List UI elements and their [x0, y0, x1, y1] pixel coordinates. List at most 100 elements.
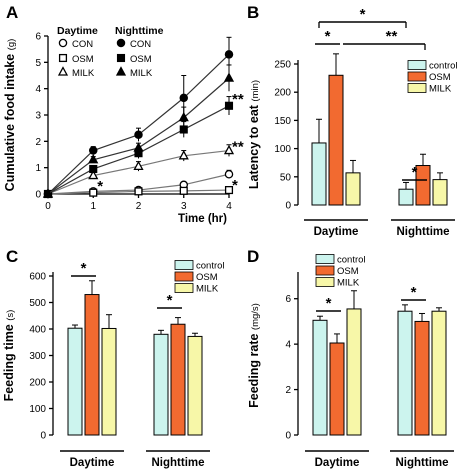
- panel-a-xlabel: Time (hr): [178, 213, 227, 225]
- panel-a-point: [224, 185, 234, 195]
- panel-a-point: [179, 93, 188, 103]
- panel-a-point: [178, 111, 189, 122]
- panel-a-legend-marker: [57, 66, 69, 76]
- panel-a-legend-label: OSM: [72, 54, 94, 65]
- panel-letter-c: C: [6, 247, 18, 266]
- panel-c-ytick-label: 300: [29, 351, 46, 362]
- panel-d-bar: [329, 342, 345, 436]
- panel-a-legend-header-nighttime: Nighttime: [115, 25, 164, 37]
- panel-b-ylabel-unit: (min): [250, 80, 261, 102]
- panel-b-ytick-label: 250: [274, 60, 291, 71]
- panel-a-point: [89, 164, 98, 174]
- panel-b-significance-1: *: [325, 28, 331, 45]
- panel-a-legend-label: CON: [72, 39, 93, 50]
- panel-b-ytick-label: 200: [274, 88, 291, 99]
- panel-d-ylabel-unit: (mg/s): [250, 303, 261, 330]
- panel-a-point: [134, 130, 143, 139]
- panel-b-significance-3: *: [412, 164, 418, 181]
- panel-c-legend-label: control: [196, 261, 225, 272]
- panel-d-group-label: Daytime: [315, 457, 360, 469]
- panel-d-bar: [312, 319, 328, 436]
- panel-b-legend-label: MILK: [429, 84, 452, 95]
- panel-a-legend-marker: [116, 53, 126, 63]
- panel-b-legend-swatch: [407, 71, 427, 82]
- panel-a-legend-marker: [116, 38, 126, 48]
- panel-b-legend-label: OSM: [429, 72, 451, 83]
- panel-a-point: [223, 72, 235, 82]
- panel-b-bar: [432, 179, 448, 206]
- panel-a-point: [179, 186, 188, 195]
- panel-c-ylabel-unit: (s): [5, 310, 16, 321]
- panel-a-point: [42, 188, 54, 198]
- panel-a-point: [88, 169, 99, 180]
- panel-c-significance-1: *: [167, 292, 173, 309]
- panel-b-ytick-label: 50: [280, 172, 292, 183]
- panel-c-bar: [153, 333, 169, 436]
- panel-c-bar: [67, 327, 83, 436]
- panel-a-point: [178, 150, 189, 160]
- panel-a-ylabel-unit: (g): [6, 39, 17, 51]
- panel-d-significance-1: *: [411, 284, 417, 301]
- panel-a-point: [133, 142, 144, 152]
- panel-c-bar: [84, 294, 100, 436]
- panel-a-ylabel-text: Cumulative food intake: [3, 50, 17, 191]
- panel-a-point: [89, 146, 98, 155]
- panel-a-point: [223, 144, 235, 155]
- panel-a-legend-label: MILK: [72, 68, 95, 79]
- panel-b-bar: [328, 74, 344, 206]
- panel-a-point: [89, 188, 98, 197]
- panel-b-ytick-label: 0: [285, 201, 291, 212]
- panel-a-ytick-label: 0: [35, 190, 41, 201]
- panel-d-legend-label: control: [337, 255, 366, 266]
- panel-a-xtick-label: 4: [226, 201, 232, 212]
- panel-a-legend-marker: [115, 66, 127, 76]
- panel-a-xtick-label: 2: [136, 201, 142, 212]
- panel-d-bar: [431, 310, 447, 436]
- panel-a-point: [224, 169, 234, 179]
- panel-a-ytick-label: 1: [35, 163, 41, 174]
- panel-a-legend-marker: [58, 38, 68, 48]
- panel-a-xtick-label: 0: [45, 201, 51, 212]
- panel-b-significance-0: *: [360, 6, 366, 23]
- panel-d-legend-swatch: [315, 265, 335, 276]
- panel-c-ytick-label: 600: [29, 272, 46, 283]
- panel-a-point: [133, 160, 144, 171]
- panel-b-ylabel-text: Latency to eat: [247, 102, 261, 190]
- panel-d-bar: [397, 310, 413, 436]
- panel-b-group-label: Nighttime: [396, 226, 449, 238]
- panel-c-legend-label: OSM: [196, 272, 218, 283]
- panel-a-legend-label: OSM: [130, 54, 152, 65]
- panel-b-bar: [415, 165, 431, 206]
- panel-c-legend-swatch: [174, 271, 194, 282]
- panel-a-ytick-label: 3: [35, 111, 41, 122]
- panel-c-ylabel: Feeding time (s): [2, 310, 16, 402]
- panel-a-point: [88, 153, 99, 164]
- panel-b-ylabel: Latency to eat (min): [247, 80, 261, 189]
- panel-a-legend-label: MILK: [130, 68, 153, 79]
- panel-letter-d: D: [247, 247, 259, 266]
- panel-d-group-label: Nighttime: [395, 457, 448, 469]
- panel-c-ytick-label: 200: [29, 378, 46, 389]
- panel-c-group-label: Nighttime: [151, 457, 204, 469]
- panel-d-ylabel-text: Feeding rate: [247, 330, 261, 408]
- panel-a-legend-header-daytime: Daytime: [57, 25, 98, 37]
- panel-b-legend-label: control: [429, 61, 458, 72]
- panel-a-significance-3: *: [97, 178, 103, 195]
- panel-b-legend-swatch: [407, 83, 427, 93]
- panel-c-bar: [101, 327, 117, 436]
- panel-c-legend-swatch: [174, 260, 194, 270]
- panel-c-ytick-label: 0: [40, 431, 46, 442]
- panel-c-ylabel-text: Feeding time: [2, 321, 16, 402]
- panel-d-ytick-label: 6: [285, 294, 291, 305]
- panel-b-bar: [398, 188, 414, 206]
- panel-b-ytick-label: 150: [274, 116, 291, 127]
- panel-c-bar: [187, 335, 203, 436]
- panel-d-legend-swatch: [315, 277, 335, 287]
- panel-c-ytick-label: 500: [29, 298, 46, 309]
- panel-c-legend-label: MILK: [196, 284, 219, 295]
- panel-d-ytick-label: 4: [285, 340, 291, 351]
- panel-a-xtick-label: 3: [181, 201, 187, 212]
- panel-c-legend-swatch: [174, 283, 194, 293]
- panel-b-bar: [311, 142, 327, 206]
